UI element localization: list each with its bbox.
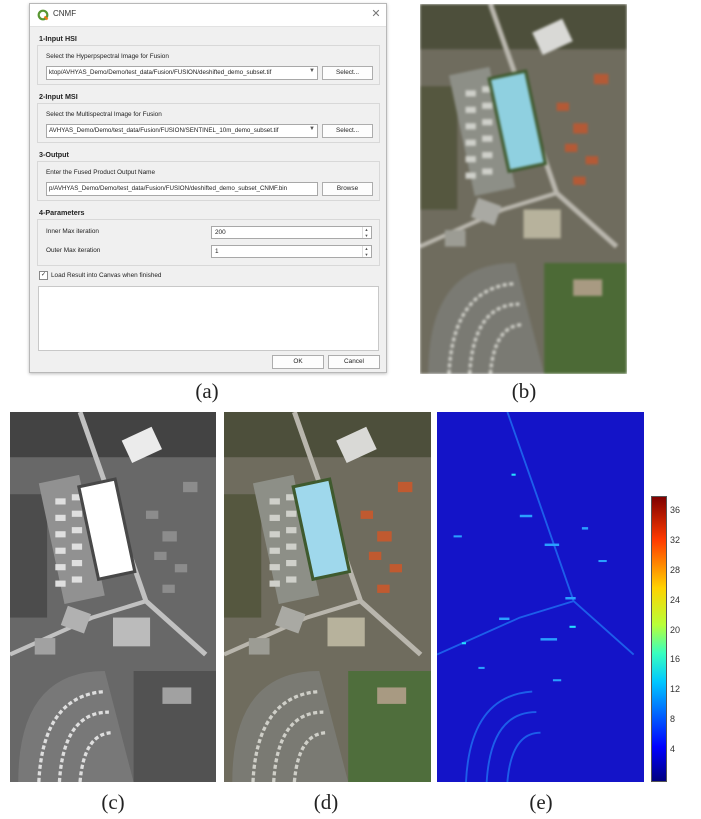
hsi-path-value: ktop/AVHYAS_Demo/Demo/test_data/Fusion/F… xyxy=(49,69,272,76)
outer-max-iteration-spinbox[interactable]: 1 ▲ ▼ xyxy=(211,245,372,258)
msi-image xyxy=(10,412,216,782)
caption-d: (d) xyxy=(313,790,339,814)
section-header-input-msi: 2-Input MSI xyxy=(39,92,78,101)
dialog-title: CNMF xyxy=(53,9,77,18)
spin-arrows-icon[interactable]: ▲ ▼ xyxy=(362,246,370,257)
msi-path-value: AVHYAS_Demo/Demo/test_data/Fusion/FUSION… xyxy=(49,127,279,134)
group-output: Enter the Fused Product Output Name p/AV… xyxy=(37,161,380,201)
log-output-box[interactable] xyxy=(38,286,379,351)
load-result-checkbox[interactable]: ✓ xyxy=(39,271,48,280)
colorbar-tick-label: 20 xyxy=(670,624,681,635)
outer-max-iteration-label: Outer Max iteration xyxy=(46,247,101,254)
msi-label: Select the Multispectral Image for Fusio… xyxy=(46,111,162,118)
colorbar-ticks: 36 32 28 24 20 16 12 8 4 xyxy=(668,496,698,780)
group-input-msi: Select the Multispectral Image for Fusio… xyxy=(37,103,380,143)
load-result-label: Load Result into Canvas when finished xyxy=(51,272,162,279)
cnmf-dialog: CNMF ✕ 1-Input HSI Select the Hyperpspec… xyxy=(29,3,387,373)
colorbar-tick-label: 8 xyxy=(670,714,676,725)
section-header-input-hsi: 1-Input HSI xyxy=(39,34,77,43)
caption-c: (c) xyxy=(101,790,125,814)
inner-max-iteration-label: Inner Max iteration xyxy=(46,228,99,235)
hsi-path-combo[interactable]: ktop/AVHYAS_Demo/Demo/test_data/Fusion/F… xyxy=(46,66,318,80)
colorbar-tick-label: 12 xyxy=(670,684,681,695)
qgis-logo-icon xyxy=(37,9,49,21)
select-hsi-button[interactable]: Select... xyxy=(322,66,373,80)
select-msi-button[interactable]: Select... xyxy=(322,124,373,138)
msi-path-combo[interactable]: AVHYAS_Demo/Demo/test_data/Fusion/FUSION… xyxy=(46,124,318,138)
caption-a: (a) xyxy=(195,379,219,403)
caption-b: (b) xyxy=(511,379,537,403)
colorbar-tick-label: 32 xyxy=(670,534,681,545)
inner-max-iteration-spinbox[interactable]: 200 ▲ ▼ xyxy=(211,226,372,239)
hsi-image xyxy=(420,4,627,374)
output-path-field[interactable]: p/AVHYAS_Demo/Demo/test_data/Fusion/FUSI… xyxy=(46,182,318,196)
section-header-output: 3-Output xyxy=(39,150,69,159)
colorbar-tick-label: 4 xyxy=(670,744,676,755)
ok-button[interactable]: OK xyxy=(272,355,324,369)
colorbar xyxy=(651,496,667,782)
browse-button[interactable]: Browse xyxy=(322,182,373,196)
colorbar-tick-label: 24 xyxy=(670,594,681,605)
group-parameters: Inner Max iteration 200 ▲ ▼ Outer Max ite… xyxy=(37,219,380,266)
section-header-parameters: 4-Parameters xyxy=(39,208,85,217)
output-path-value: p/AVHYAS_Demo/Demo/test_data/Fusion/FUSI… xyxy=(49,185,288,192)
hsi-label: Select the Hyperpspectral Image for Fusi… xyxy=(46,53,169,60)
chevron-down-icon: ▼ xyxy=(309,68,315,74)
fused-image xyxy=(224,412,431,782)
cancel-button[interactable]: Cancel xyxy=(328,355,380,369)
colorbar-tick-label: 16 xyxy=(670,654,681,665)
dialog-titlebar: CNMF ✕ xyxy=(30,4,386,27)
error-map xyxy=(437,412,644,782)
chevron-down-icon: ▼ xyxy=(309,126,315,132)
colorbar-tick-label: 28 xyxy=(670,564,681,575)
outer-max-iteration-value: 1 xyxy=(215,248,219,255)
spin-arrows-icon[interactable]: ▲ ▼ xyxy=(362,227,370,238)
colorbar-tick-label: 36 xyxy=(670,504,681,515)
output-label: Enter the Fused Product Output Name xyxy=(46,169,156,176)
group-input-hsi: Select the Hyperpspectral Image for Fusi… xyxy=(37,45,380,85)
close-icon[interactable]: ✕ xyxy=(371,8,381,20)
inner-max-iteration-value: 200 xyxy=(215,229,226,236)
caption-e: (e) xyxy=(529,790,553,814)
